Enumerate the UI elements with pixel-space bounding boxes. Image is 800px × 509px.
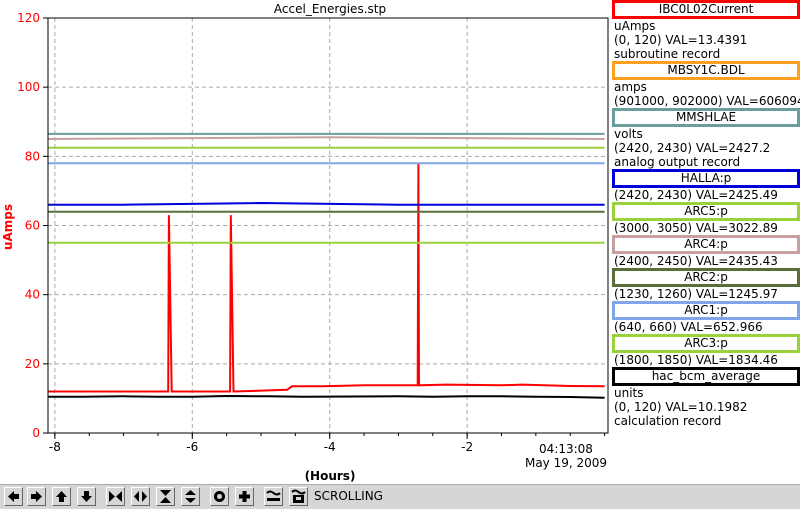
zoom-out-y-button[interactable] — [181, 487, 200, 506]
legend-item-detail: (2420, 2430) VAL=2427.2 — [614, 141, 771, 155]
add-button[interactable] — [235, 487, 254, 506]
pan-left-button[interactable] — [4, 487, 23, 506]
legend-item-name[interactable]: MBSY1C.BDL — [612, 61, 800, 80]
series-line-halla-p — [48, 201, 605, 206]
series-line-arc4-p — [47, 136, 605, 140]
toolbar: SCROLLING — [0, 484, 800, 509]
legend-item-detail: subroutine record — [614, 47, 721, 61]
series-line-ibc0l02current — [48, 163, 605, 393]
legend-item-detail: (0, 120) VAL=10.1982 — [614, 400, 748, 414]
y-axis-label: uAmps — [1, 204, 15, 250]
arrow-right-icon — [31, 491, 42, 502]
grid — [48, 18, 608, 433]
y-tick-label: 120 — [17, 11, 40, 25]
legend-item-name[interactable]: ARC5:p — [612, 202, 800, 221]
zoom-in-y-button[interactable] — [156, 487, 175, 506]
zoom-in-y-icon — [160, 490, 171, 503]
pan-right-button[interactable] — [27, 487, 46, 506]
y-tick-label: 20 — [25, 357, 40, 371]
legend-item-name[interactable]: ARC1:p — [612, 301, 800, 320]
y-tick-label: 40 — [25, 288, 40, 302]
legend-item-detail: (2400, 2450) VAL=2435.43 — [614, 254, 778, 268]
legend-item-detail: volts — [614, 127, 643, 141]
arrow-down-icon — [81, 491, 92, 502]
y-tick-label: 60 — [25, 219, 40, 233]
zoom-in-x-button[interactable] — [106, 487, 125, 506]
legend-item-name[interactable]: ARC3:p — [612, 334, 800, 353]
legend-item-detail: units — [614, 386, 644, 400]
legend-item-detail: amps — [614, 80, 647, 94]
legend-item-detail: (3000, 3050) VAL=3022.89 — [614, 221, 778, 235]
legend-item-name[interactable]: IBC0L02Current — [612, 0, 800, 19]
legend-item-detail: (2420, 2430) VAL=2425.49 — [614, 188, 778, 202]
zoom-in-x-icon — [109, 491, 122, 502]
legend-item-detail: analog output record — [614, 155, 741, 169]
x-tick-label: -2 — [461, 440, 473, 454]
series-lines — [47, 132, 605, 399]
end-date-label: May 19, 2009 — [525, 456, 607, 470]
legend-item-detail: (0, 120) VAL=13.4391 — [614, 33, 748, 47]
x-tick-label: -4 — [324, 440, 336, 454]
zoom-out-x-button[interactable] — [131, 487, 150, 506]
pan-down-button[interactable] — [77, 487, 96, 506]
legend-item-detail: (640, 660) VAL=652.966 — [614, 320, 763, 334]
axes: 0 20 40 60 80 100 120 -8 -6 -4 -2 — [17, 11, 609, 454]
y-tick-label: 100 — [17, 80, 40, 94]
save-icon — [291, 489, 306, 503]
x-tick-label: -6 — [186, 440, 198, 454]
legend-item-detail: (1230, 1260) VAL=1245.97 — [614, 287, 778, 301]
legend-item-name[interactable]: hac_bcm_average — [612, 367, 800, 386]
legend-item-name[interactable]: ARC2:p — [612, 268, 800, 287]
zoom-out-x-icon — [134, 491, 147, 502]
pan-up-button[interactable] — [52, 487, 71, 506]
legend: IBC0L02Current uAmps (0, 120) VAL=13.4391 s… — [610, 0, 800, 484]
stop-icon — [214, 491, 225, 502]
legend-item-detail: (901000, 902000) VAL=606094 — [614, 94, 800, 108]
y-tick-label: 0 — [32, 426, 40, 440]
stop-button[interactable] — [210, 487, 229, 506]
legend-item-detail: uAmps — [614, 19, 656, 33]
plus-icon — [239, 491, 250, 502]
legend-item-detail: calculation record — [614, 414, 722, 428]
legend-item-name[interactable]: MMSHLAE — [612, 108, 800, 127]
x-tick-label: -8 — [49, 440, 61, 454]
plot-frame — [47, 17, 609, 434]
zoom-out-y-icon — [185, 490, 196, 503]
auto-scale-button[interactable] — [264, 487, 283, 506]
auto-scale-icon — [266, 490, 281, 501]
strip-chart[interactable]: Accel_Energies.stp 0 20 40 60 80 100 120 -8 -6 -4… — [0, 0, 610, 484]
legend-item-name[interactable]: HALLA:p — [612, 169, 800, 188]
status-text: SCROLLING — [314, 489, 383, 503]
chart-title: Accel_Energies.stp — [274, 2, 386, 16]
y-tick-label: 80 — [25, 149, 40, 163]
series-line-hac-bcm-average — [48, 394, 605, 399]
legend-item-detail: (1800, 1850) VAL=1834.46 — [614, 353, 778, 367]
save-button[interactable] — [289, 487, 308, 506]
end-time-label: 04:13:08 — [539, 442, 593, 456]
arrow-left-icon — [8, 491, 19, 502]
x-axis-label: (Hours) — [305, 469, 356, 483]
legend-item-name[interactable]: ARC4:p — [612, 235, 800, 254]
arrow-up-icon — [56, 491, 67, 502]
